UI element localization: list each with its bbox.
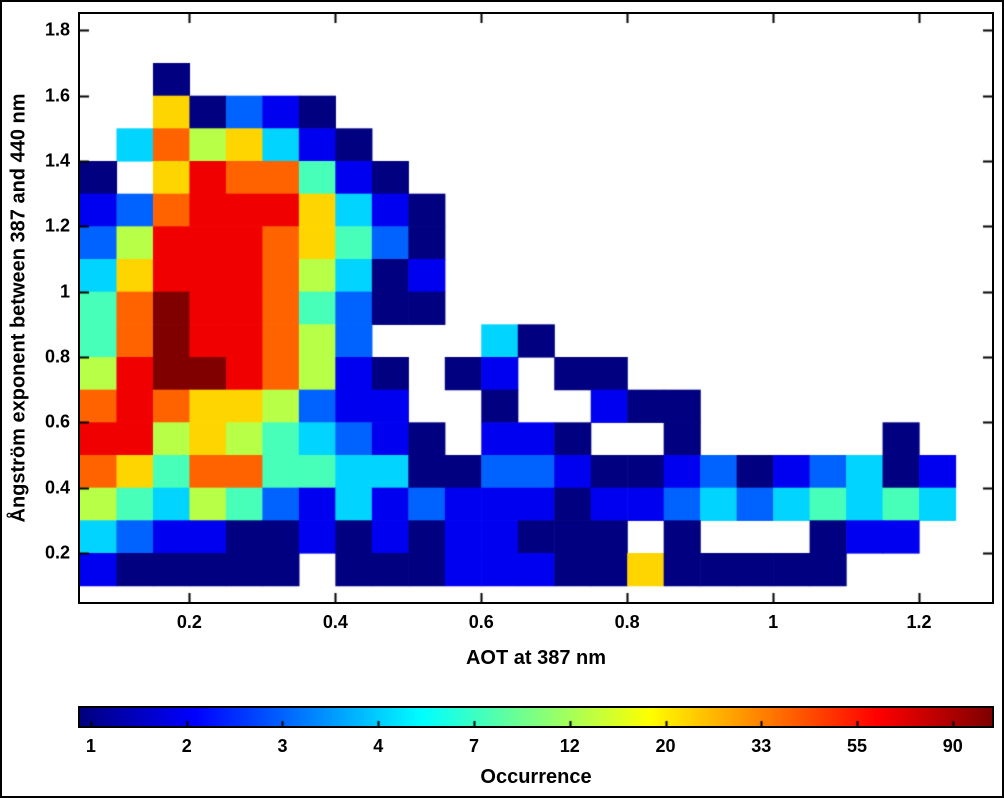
y-tick-label: 1.6 [44, 85, 70, 106]
colorbar-canvas [80, 708, 992, 726]
x-axis-label: AOT at 387 nm [465, 647, 607, 669]
y-axis-label: Ångström exponent between 387 and 440 nm [7, 93, 30, 523]
colorbar-tick-label: 55 [847, 736, 868, 756]
y-tick-label: 0.2 [44, 542, 70, 563]
plot-area [78, 12, 994, 604]
heatmap-canvas [80, 14, 992, 602]
y-tick-label: 1.2 [44, 215, 70, 236]
colorbar-tick-label: 7 [468, 736, 479, 756]
x-tick-label: 0.2 [176, 612, 202, 632]
x-tick-label: 0.8 [614, 612, 640, 632]
x-tick-label: 0.6 [468, 612, 494, 632]
colorbar-tick-label: 33 [751, 736, 772, 756]
colorbar-label: Occurrence [480, 766, 592, 788]
y-tick-label: 0.8 [44, 346, 70, 367]
colorbar-tick-label: 4 [373, 736, 384, 756]
colorbar-tick-label: 90 [942, 736, 963, 756]
x-tick-label: 0.4 [322, 612, 348, 632]
colorbar [78, 706, 994, 728]
colorbar-tick-label: 3 [277, 736, 288, 756]
colorbar-tick-label: 12 [559, 736, 580, 756]
colorbar-tick-label: 20 [655, 736, 676, 756]
y-tick-label: 1 [59, 281, 70, 302]
x-tick-label: 1 [768, 612, 779, 632]
y-tick-label: 1.8 [44, 19, 70, 40]
y-tick-label: 1.4 [44, 150, 70, 171]
y-tick-label: 0.6 [44, 411, 70, 432]
colorbar-tick-label: 1 [85, 736, 96, 756]
y-tick-label: 0.4 [44, 477, 70, 498]
colorbar-tick-label: 2 [181, 736, 192, 756]
x-tick-label: 1.2 [906, 612, 932, 632]
